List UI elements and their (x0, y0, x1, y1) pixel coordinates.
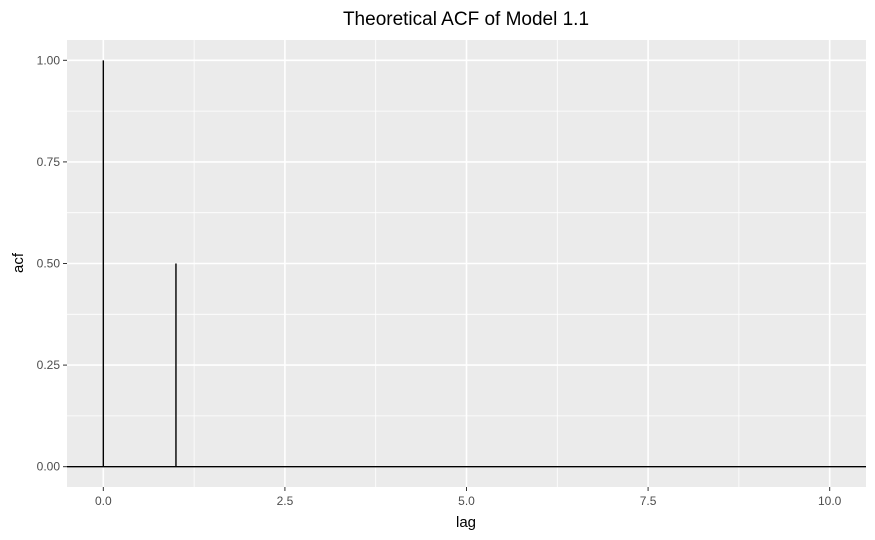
x-tick-label: 0.0 (95, 494, 112, 508)
y-tick-label: 0.00 (37, 460, 61, 474)
y-tick-label: 0.75 (37, 155, 61, 169)
x-tick-label: 7.5 (640, 494, 657, 508)
y-axis-title: acf (10, 252, 27, 273)
x-axis-title: lag (456, 514, 476, 531)
x-tick-label: 5.0 (458, 494, 475, 508)
x-tick-label: 10.0 (818, 494, 842, 508)
axis-ticks: 0.0 2.5 5.0 7.5 10.0 0.00 0.25 0.50 0.75 1.00 (37, 53, 842, 508)
y-tick-label: 1.00 (37, 53, 61, 67)
acf-segments (67, 60, 866, 468)
x-tick-label: 2.5 (277, 494, 294, 508)
y-tick-label: 0.50 (37, 257, 61, 271)
chart-title: Theoretical ACF of Model 1.1 (343, 9, 589, 30)
y-tick-label: 0.25 (37, 358, 61, 372)
